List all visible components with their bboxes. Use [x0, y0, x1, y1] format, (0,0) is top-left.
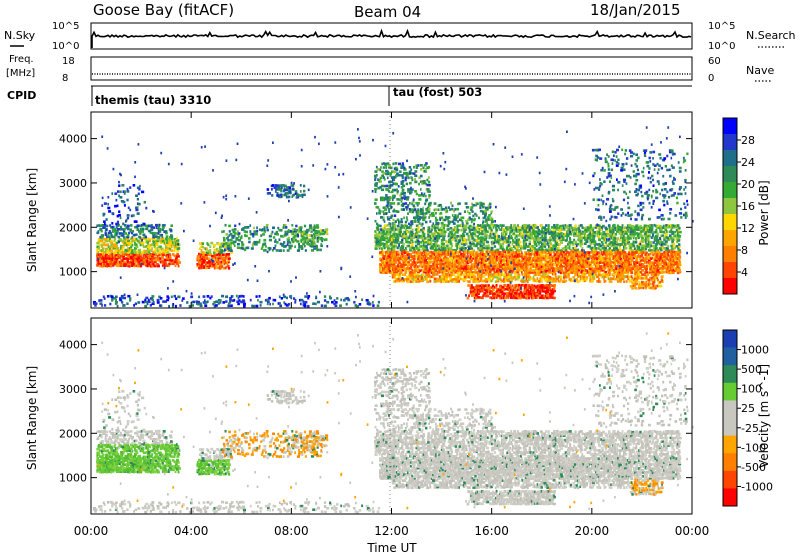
velocity-colorbar-swatch: [723, 418, 737, 436]
noise-left-tick-top: 10^5: [52, 21, 79, 32]
power-colorbar-swatch: [723, 214, 737, 231]
velocity-colorbar-tick: 25: [741, 402, 755, 415]
cpid-segment-1: themis (tau) 3310: [95, 93, 211, 107]
x-tick-label: 08:00: [274, 524, 309, 538]
power-ytick-label: 3000: [59, 177, 87, 190]
x-tick-label: 16:00: [474, 524, 509, 538]
cpid-label: CPID: [7, 89, 36, 102]
power-colorbar-swatch: [723, 166, 737, 183]
cpid-segment-2: tau (fost) 503: [393, 85, 482, 99]
freq-right-tick-top: 60: [708, 56, 721, 67]
noise-search-label: N.Search: [746, 29, 796, 42]
velocity-colorbar-swatch: [723, 400, 737, 419]
frequency-panel: Freq. [MHz] 18 8 60 0 Nave: [6, 54, 774, 84]
power-colorbar-swatch: [723, 230, 737, 247]
power-ylabel: Slant Range [km]: [25, 168, 39, 272]
noise-sky-label: N.Sky: [4, 29, 36, 42]
power-colorbar: 28 24 20 16 12 8 4: [722, 117, 755, 295]
power-colorbar-swatch: [723, 182, 737, 199]
power-colorbar-swatch: [723, 246, 737, 263]
velocity-ylabel: Slant Range [km]: [25, 366, 39, 470]
velocity-colorbar-tick: 1000: [741, 344, 769, 357]
beam-title: Beam 04: [354, 3, 421, 21]
velocity-colorbar-tick: 500: [741, 363, 762, 376]
noise-right-tick-bottom: 10^0: [708, 41, 735, 52]
velocity-heatmap: [92, 332, 694, 514]
freq-left-tick-bottom: 8: [62, 73, 68, 84]
x-tick-label: 04:00: [174, 524, 209, 538]
power-colorbar-swatch: [723, 198, 737, 215]
velocity-panel: 1000 2000 3000 4000 Slant Range [km]: [25, 317, 694, 515]
velocity-colorbar-tick: -1000: [741, 480, 773, 493]
velocity-ytick-label: 2000: [59, 427, 87, 440]
velocity-colorbar-swatch: [723, 453, 737, 472]
power-colorbar-tick: 20: [741, 178, 755, 191]
x-axis: 00:00 04:00 08:00 12:00 16:00 20:00 00:00: [74, 112, 710, 538]
power-colorbar-label: Power [dB]: [757, 180, 771, 245]
noise-sky-series: [91, 28, 692, 48]
power-panel: 1000 2000 3000 4000 Slant Range [km]: [25, 111, 694, 309]
velocity-colorbar-tick: -500: [741, 461, 766, 474]
x-tick-label: 12:00: [374, 524, 409, 538]
velocity-colorbar-swatch: [723, 365, 737, 384]
power-colorbar-tick: 24: [741, 156, 755, 169]
velocity-colorbar-tick: 100: [741, 383, 762, 396]
power-colorbar-tick: 16: [741, 200, 755, 213]
station-title: Goose Bay (fitACF): [93, 1, 234, 19]
power-ytick-label: 2000: [59, 221, 87, 234]
power-colorbar-tick: 4: [741, 266, 748, 279]
power-ytick-label: 1000: [59, 266, 87, 279]
freq-left-tick-top: 18: [62, 56, 75, 67]
velocity-colorbar-swatch: [723, 488, 737, 507]
power-colorbar-swatch: [723, 150, 737, 167]
date-title: 18/Jan/2015: [590, 1, 681, 19]
power-ytick-label: 4000: [59, 133, 87, 146]
noise-left-tick-bottom: 10^0: [52, 41, 79, 52]
freq-right-tick-bottom: 0: [708, 73, 714, 84]
noise-panel: N.Sky 10^5 10^0 10^5 10^0 N.Search: [4, 21, 796, 52]
power-colorbar-swatch: [723, 262, 737, 279]
velocity-ytick-label: 3000: [59, 383, 87, 396]
velocity-colorbar-swatch: [723, 470, 737, 489]
power-colorbar-swatch: [723, 278, 737, 295]
cpid-panel: CPID themis (tau) 3310 tau (fost) 503: [7, 85, 692, 107]
velocity-colorbar-tick: -100: [741, 441, 766, 454]
noise-right-tick-top: 10^5: [708, 21, 735, 32]
power-colorbar-swatch: [723, 118, 737, 135]
nave-label: Nave: [746, 64, 774, 77]
velocity-colorbar-swatch: [723, 435, 737, 454]
x-tick-label: 00:00: [74, 524, 109, 538]
x-tick-label: 20:00: [575, 524, 610, 538]
velocity-colorbar-swatch: [723, 347, 737, 366]
freq-label-line1: Freq.: [9, 54, 34, 65]
velocity-colorbar-label: Velocity [m s^-1]: [757, 364, 771, 468]
power-heatmap: [92, 126, 694, 308]
x-tick-label: 00:00: [675, 524, 710, 538]
x-axis-label: Time UT: [366, 541, 417, 554]
power-colorbar-tick: 28: [741, 134, 755, 147]
velocity-colorbar-swatch: [723, 330, 737, 348]
velocity-colorbar-swatch: [723, 382, 737, 401]
velocity-ytick-label: 1000: [59, 472, 87, 485]
power-colorbar-tick: 8: [741, 244, 748, 257]
velocity-ytick-label: 4000: [59, 339, 87, 352]
power-colorbar-tick: 12: [741, 222, 755, 235]
power-colorbar-swatch: [723, 134, 737, 151]
velocity-colorbar-tick: -25: [741, 422, 759, 435]
freq-label-line2: [MHz]: [6, 68, 35, 79]
velocity-colorbar: 1000 500 100 25 -25 -100 -500 -1000: [722, 329, 773, 507]
